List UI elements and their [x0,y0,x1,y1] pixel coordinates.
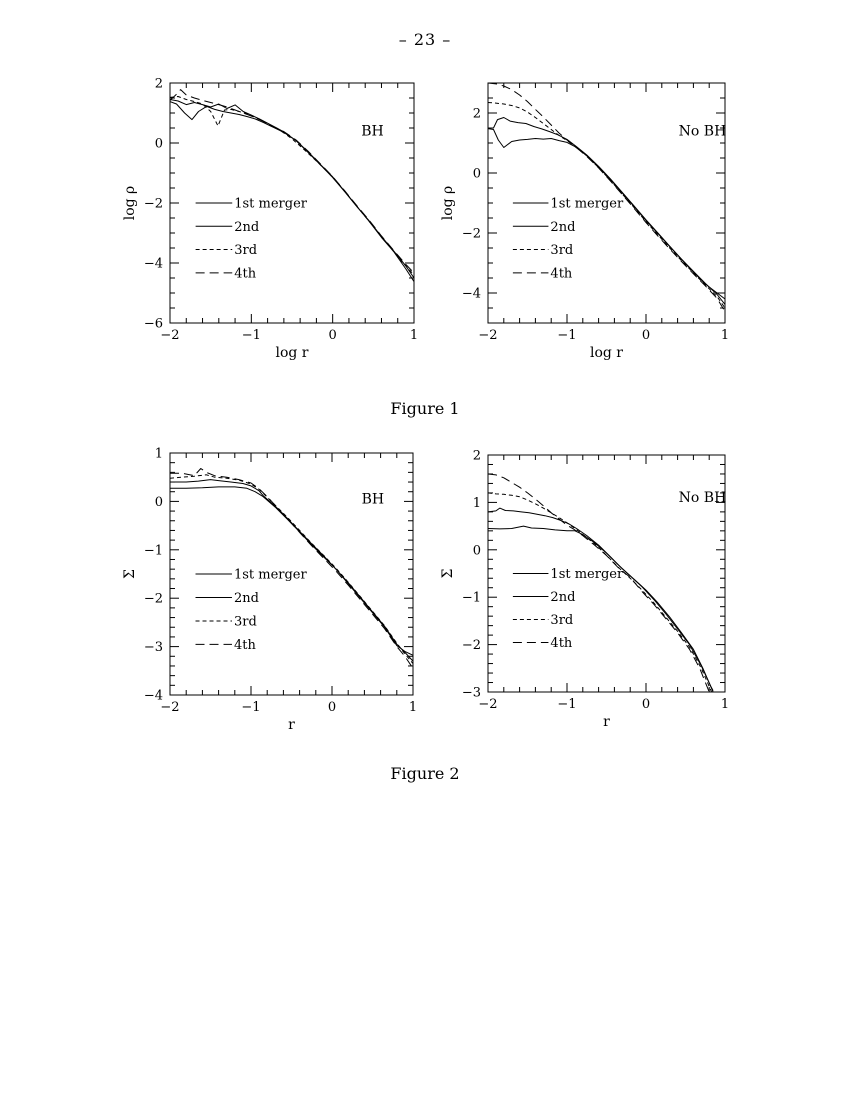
x-tick-label: 1 [721,697,729,712]
y-tick-label: −3 [462,686,481,701]
x-tick-label: −2 [160,328,179,343]
y-tick-label: −3 [144,640,163,655]
panel-annotation: No BH [679,490,727,506]
legend-label: 3rd [234,243,257,258]
figure2-caption: Figure 2 [390,764,460,783]
y-tick-label: 1 [473,496,481,511]
x-tick-label: 0 [328,700,336,715]
y-tick-label: 2 [473,449,481,464]
y-tick-label: −4 [462,287,481,302]
x-axis-label: r [603,714,610,730]
legend-label: 3rd [550,243,573,258]
y-tick-label: 0 [155,495,163,510]
series-line-3rd [170,96,414,276]
legend-label: 3rd [234,614,257,629]
x-tick-label: −1 [557,697,576,712]
y-axis-label: log ρ [122,186,138,221]
figure1-caption: Figure 1 [390,399,460,418]
legend-label: 4th [550,636,572,651]
x-tick-label: 1 [721,328,729,343]
page-number: – 23 – [398,30,452,49]
x-tick-label: 0 [642,697,650,712]
panel-fig1-nobh: −2 −1 0 1 −4 −2 0 2 log r log ρ No BH 1st merger 2nd… [440,82,729,361]
y-axis-label: Σ [122,569,138,579]
series-line-4th [488,473,710,692]
x-tick-label: 0 [642,328,650,343]
legend-label: 4th [550,266,572,281]
legend-label: 2nd [234,591,259,606]
y-tick-label: −2 [462,227,481,242]
panel-fig1-bh: −2 −1 0 1 −6 −4 −2 0 2 log r log ρ BH 1st merger 2nd 3… [122,77,418,362]
panel-annotation: BH [362,491,385,507]
y-tick-label: 0 [473,167,481,182]
legend-label: 1st merger [234,568,308,583]
series-line-2nd [488,507,714,692]
legend-label: 1st merger [550,197,624,212]
y-tick-label: −2 [144,197,163,212]
x-tick-label: −2 [478,328,497,343]
y-tick-label: 2 [155,77,163,92]
y-tick-label: 1 [155,447,163,462]
y-tick-label: 0 [473,543,481,558]
legend-label: 4th [234,638,256,653]
y-tick-label: 0 [155,137,163,152]
y-axis-label: log ρ [440,186,456,221]
panel-annotation: BH [361,124,384,140]
legend-label: 1st merger [550,567,624,582]
y-tick-label: −1 [144,543,163,558]
series-line-3rd [488,492,713,692]
x-tick-label: −2 [160,700,179,715]
y-tick-label: 2 [473,107,481,122]
series-line-3rd [488,102,725,309]
x-axis-label: r [288,717,295,733]
panel-fig2-bh: −2 −1 0 1 −4 −3 −2 −1 0 1 r Σ BH 1st merger 2nd 3rd 4th [122,447,417,734]
y-tick-label: −6 [144,317,163,332]
x-tick-label: −1 [241,700,260,715]
x-tick-label: −2 [478,697,497,712]
x-tick-label: −1 [557,328,576,343]
series-line-4th [170,89,414,274]
plot-frame [487,454,726,693]
series-line-2nd [488,117,725,305]
x-axis-label: log r [275,345,308,361]
series-line-4th [488,83,725,312]
series-line-2nd [170,479,413,662]
x-tick-label: −1 [242,328,261,343]
x-axis-label: log r [590,345,623,361]
series-line-4th [170,468,413,669]
legend-label: 1st merger [234,197,308,212]
series-line-3rd [170,474,413,664]
y-tick-label: −2 [462,638,481,653]
series-line-1st-merger [488,128,725,300]
y-axis-label: Σ [440,569,456,579]
legend-label: 4th [234,266,256,281]
x-tick-label: 1 [409,700,417,715]
legend-label: 3rd [550,613,573,628]
y-tick-label: −1 [462,591,481,606]
legend-label: 2nd [234,220,259,235]
plot-frame [169,452,414,696]
legend-label: 2nd [550,220,575,235]
legend-label: 2nd [550,590,575,605]
y-tick-label: −4 [144,689,163,704]
panel-annotation: No BH [679,124,727,140]
x-tick-label: 0 [329,328,337,343]
x-tick-label: 1 [410,328,418,343]
y-tick-label: −2 [144,592,163,607]
y-tick-label: −4 [144,257,163,272]
series-line-1st-merger [488,525,714,691]
